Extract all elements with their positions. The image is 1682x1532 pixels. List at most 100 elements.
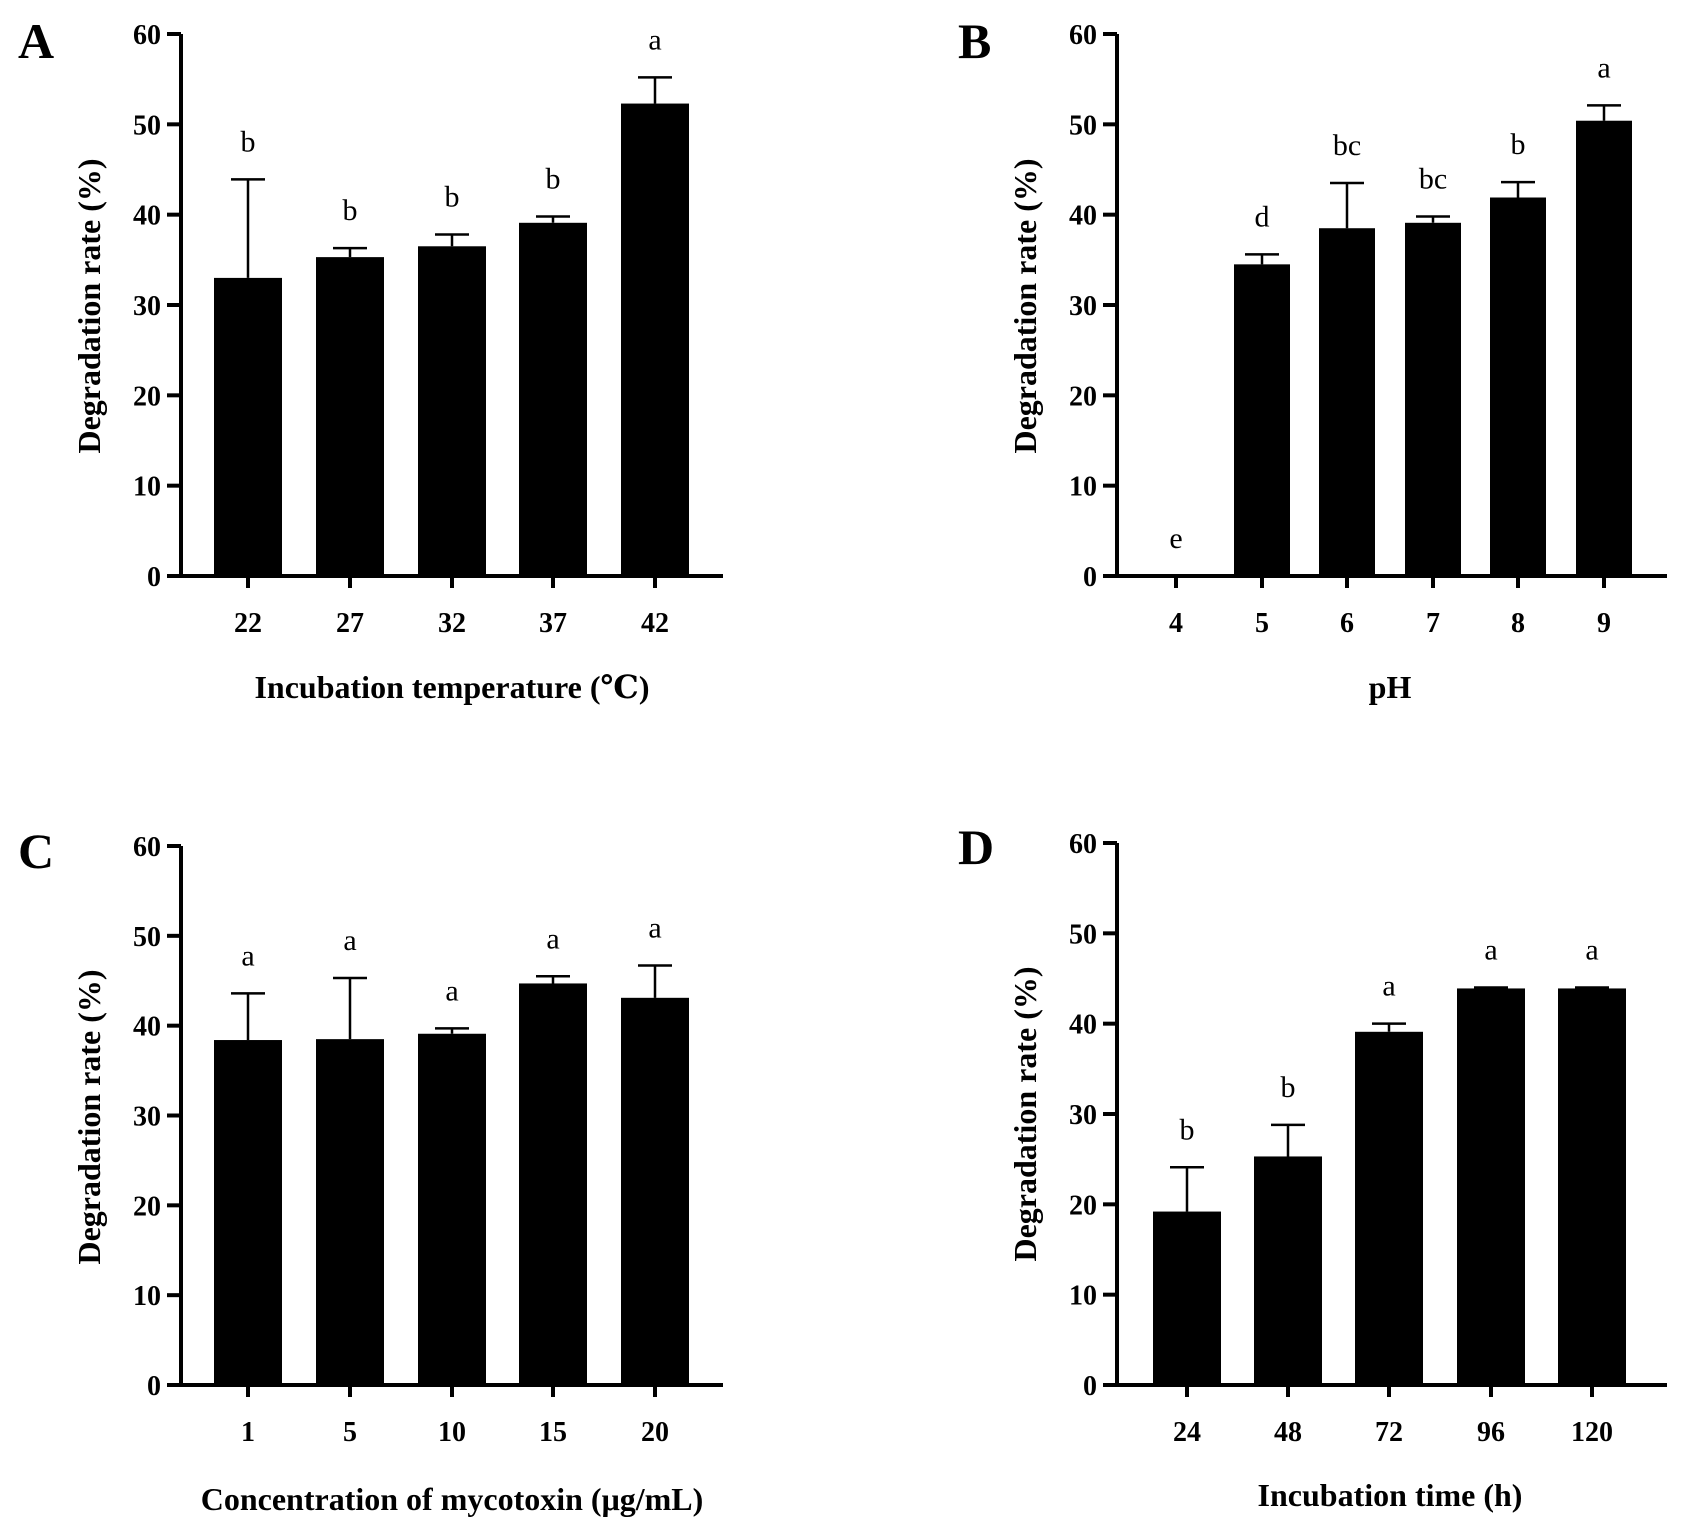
bar-37[interactable]	[519, 222, 587, 576]
bar-10[interactable]	[418, 1033, 486, 1385]
x-tick-label: 20	[641, 1417, 669, 1448]
error-bar-96	[1474, 986, 1508, 989]
y-tick-label: 60	[1069, 829, 1097, 860]
x-tick-label: 9	[1597, 608, 1611, 639]
error-bar-42	[638, 76, 672, 104]
y-tick-label: 10	[1069, 1281, 1097, 1312]
y-axis-title: Degradation rate (%)	[71, 969, 107, 1264]
x-tick-label: 4	[1169, 608, 1183, 639]
panel-label: C	[18, 823, 54, 879]
significance-letter: a	[546, 922, 559, 955]
significance-letter: e	[1169, 522, 1182, 555]
y-tick-label: 60	[1069, 20, 1097, 51]
bar-72[interactable]	[1355, 1031, 1423, 1385]
significance-letter: a	[1597, 51, 1610, 84]
error-bar-15	[536, 975, 570, 984]
x-axis-title: Concentration of mycotoxin (μg/mL)	[201, 1481, 704, 1517]
significance-letter: a	[648, 911, 661, 944]
bar-20[interactable]	[621, 997, 689, 1385]
significance-letter: b	[546, 162, 561, 195]
y-axis-title: Degradation rate (%)	[1007, 158, 1043, 453]
error-bar-27	[333, 246, 367, 258]
y-tick-label: 20	[1069, 381, 1097, 412]
bar-27[interactable]	[316, 257, 384, 576]
bar-32[interactable]	[418, 246, 486, 577]
panel-label: B	[958, 13, 991, 69]
bar-48[interactable]	[1254, 1156, 1322, 1385]
significance-letter: a	[343, 924, 356, 957]
significance-letter: b	[1511, 128, 1526, 161]
y-tick-label: 50	[1069, 919, 1097, 950]
bar-24[interactable]	[1153, 1211, 1221, 1385]
bar-6[interactable]	[1319, 228, 1375, 576]
error-bar-7	[1416, 215, 1450, 223]
x-tick-label: 6	[1340, 608, 1354, 639]
x-axis-title: Incubation temperature (℃)	[254, 669, 649, 705]
error-bar-9	[1587, 104, 1621, 121]
x-tick-label: 1	[241, 1417, 255, 1448]
x-tick-label: 24	[1173, 1417, 1201, 1448]
bar-22[interactable]	[214, 277, 282, 576]
x-tick-label: 72	[1375, 1417, 1403, 1448]
y-tick-label: 30	[1069, 291, 1097, 322]
significance-letter: d	[1255, 200, 1270, 233]
panel-label: A	[18, 13, 54, 69]
error-bar-5	[333, 976, 367, 1040]
y-tick-label: 0	[1083, 1371, 1097, 1402]
error-bar-22	[231, 178, 265, 278]
panel-c: C Degradation rate (%) Concentration of …	[18, 823, 723, 1517]
panel-d: D Degradation rate (%) Incubation time (…	[958, 819, 1667, 1513]
error-bar-48	[1271, 1123, 1305, 1157]
y-tick-label: 30	[1069, 1100, 1097, 1131]
significance-letter: a	[1484, 934, 1497, 967]
panel-b: B Degradation rate (%) pH e 4 d 5 bc 6 bc 7 b 8 a 9…	[958, 13, 1667, 705]
bar-9[interactable]	[1576, 120, 1632, 576]
significance-letter: a	[648, 23, 661, 56]
error-bar-32	[435, 233, 469, 247]
bar-42[interactable]	[621, 103, 689, 576]
x-tick-label: 10	[438, 1417, 466, 1448]
x-axis-title: Incubation time (h)	[1258, 1477, 1523, 1513]
x-tick-label: 8	[1511, 608, 1525, 639]
x-tick-label: 22	[234, 608, 262, 639]
significance-letter: a	[445, 974, 458, 1007]
bar-5[interactable]	[316, 1039, 384, 1385]
error-bar-20	[638, 964, 672, 998]
x-tick-label: 42	[641, 608, 669, 639]
y-tick-label: 50	[133, 922, 161, 953]
significance-letter: b	[343, 194, 358, 227]
y-tick-label: 20	[1069, 1190, 1097, 1221]
x-tick-label: 7	[1426, 608, 1440, 639]
panel-a: A Degradation rate (%) Incubation temper…	[18, 13, 723, 705]
y-tick-label: 40	[133, 201, 161, 232]
bar-8[interactable]	[1490, 197, 1546, 576]
y-tick-label: 0	[1083, 562, 1097, 593]
x-tick-label: 5	[1255, 608, 1269, 639]
bar-96[interactable]	[1457, 988, 1525, 1385]
significance-letter: b	[1281, 1071, 1296, 1104]
bar-5[interactable]	[1234, 264, 1290, 576]
bar-7[interactable]	[1405, 222, 1461, 576]
significance-letter: a	[241, 939, 254, 972]
x-tick-label: 32	[438, 608, 466, 639]
error-bar-10	[435, 1027, 469, 1034]
significance-letter: a	[1382, 970, 1395, 1003]
bar-15[interactable]	[519, 983, 587, 1385]
error-bar-6	[1330, 181, 1364, 229]
y-tick-label: 30	[133, 1102, 161, 1133]
error-bar-72	[1372, 1022, 1406, 1032]
significance-letter: bc	[1333, 129, 1361, 162]
y-tick-label: 0	[147, 562, 161, 593]
error-bar-37	[536, 215, 570, 223]
y-tick-label: 0	[147, 1371, 161, 1402]
y-tick-label: 60	[133, 20, 161, 51]
bar-1[interactable]	[214, 1040, 282, 1385]
x-tick-label: 37	[539, 608, 567, 639]
y-tick-label: 20	[133, 1191, 161, 1222]
y-tick-label: 40	[1069, 1010, 1097, 1041]
error-bar-8	[1501, 180, 1535, 198]
panel-label: D	[958, 819, 994, 875]
y-tick-label: 10	[133, 1281, 161, 1312]
bar-120[interactable]	[1558, 988, 1626, 1385]
